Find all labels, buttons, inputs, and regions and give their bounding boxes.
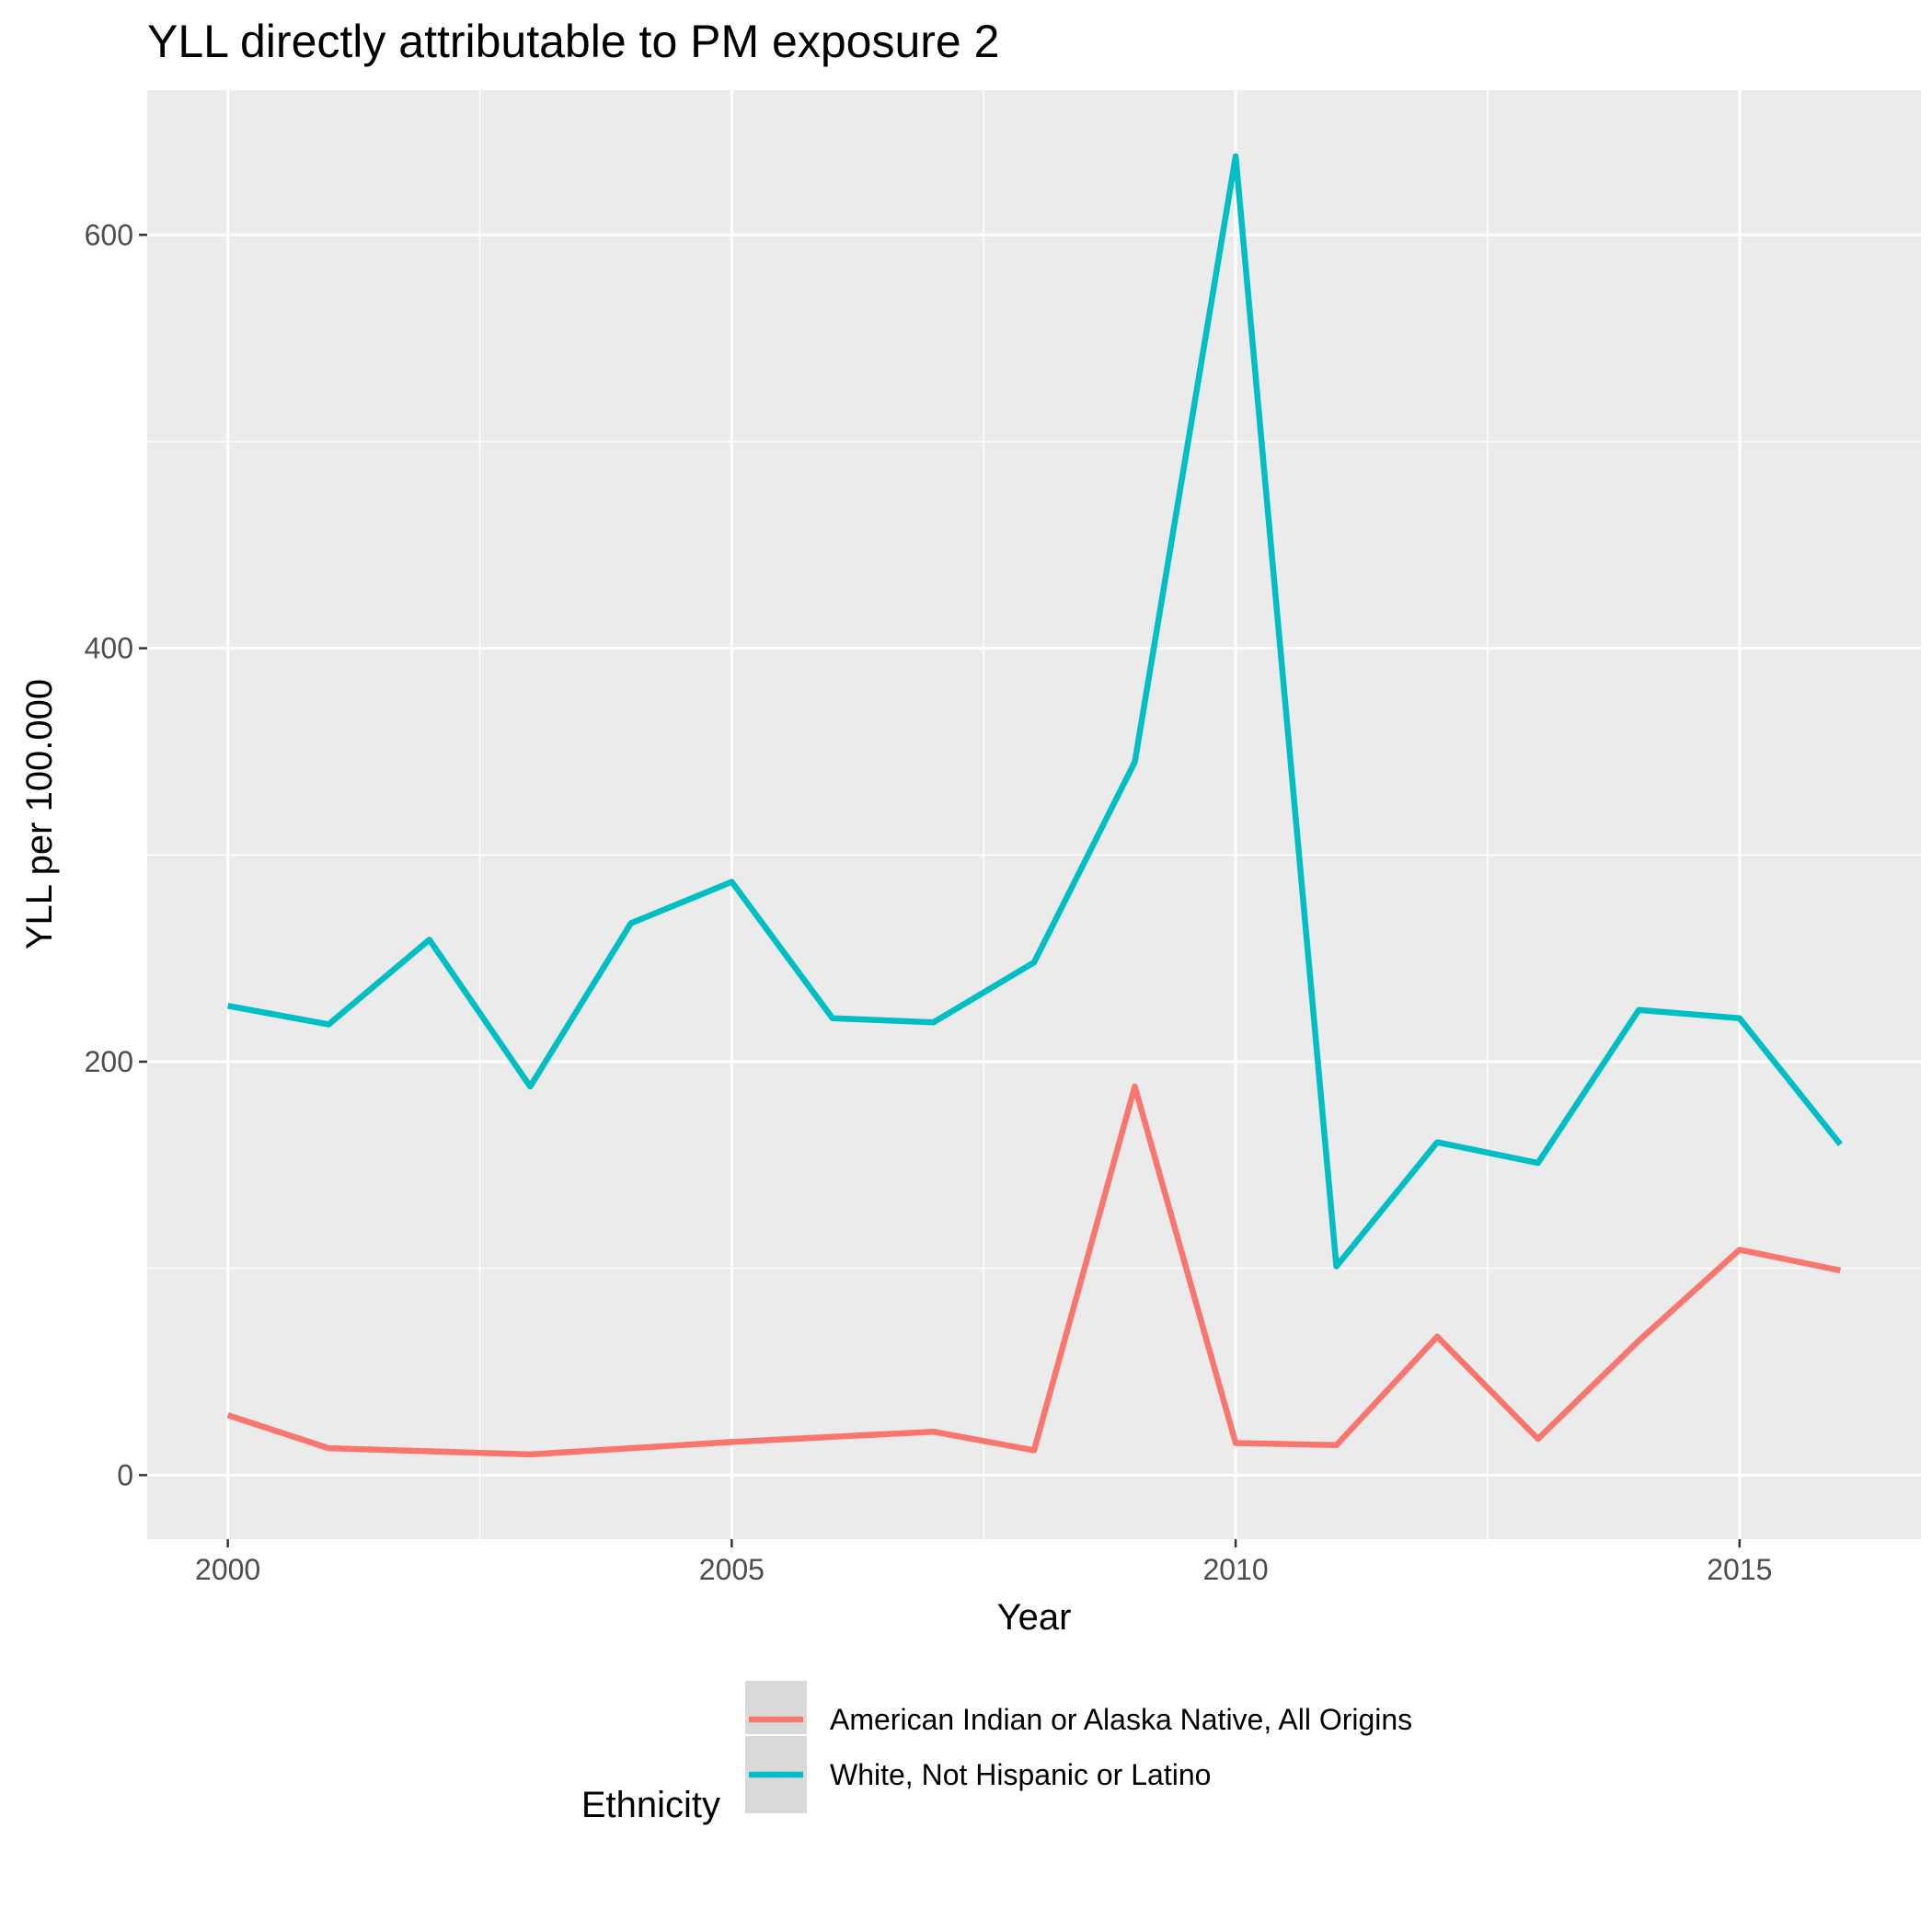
x-tick-label: 2000 xyxy=(195,1553,260,1586)
legend-item: American Indian or Alaska Native, All Or… xyxy=(743,1679,1412,1760)
legend-title: Ethnicity xyxy=(581,1785,720,1825)
legend-label: American Indian or Alaska Native, All Or… xyxy=(830,1703,1412,1736)
series-lines xyxy=(226,153,1843,1458)
legend-items: American Indian or Alaska Native, All Or… xyxy=(743,1679,1412,1815)
legend-label: White, Not Hispanic or Latino xyxy=(830,1758,1211,1791)
plot-panel xyxy=(147,90,1921,1539)
x-tick-label: 2015 xyxy=(1707,1553,1772,1586)
grid-major-lines xyxy=(147,90,1921,1539)
y-tick-label: 0 xyxy=(117,1458,133,1491)
series-line xyxy=(226,1083,1842,1458)
x-axis-title: Year xyxy=(997,1597,1072,1638)
y-axis-title: YLL per 100.000 xyxy=(19,679,60,949)
x-tick-label: 2005 xyxy=(699,1553,765,1586)
series-line xyxy=(227,153,1843,1270)
x-axis: 2000 2005 2010 2015 xyxy=(195,1539,1772,1586)
chart-title: YLL directly attributable to PM exposure… xyxy=(147,16,999,67)
grid-minor-lines xyxy=(147,90,1921,1539)
x-tick-label: 2010 xyxy=(1202,1553,1268,1586)
y-axis: 0 200 400 600 xyxy=(85,218,147,1491)
legend: Ethnicity American Indian or Alaska Nati… xyxy=(581,1679,1412,1825)
y-tick-label: 400 xyxy=(85,632,133,665)
legend-item: White, Not Hispanic or Latino xyxy=(743,1734,1211,1815)
y-tick-label: 600 xyxy=(85,218,133,251)
y-tick-label: 200 xyxy=(85,1045,133,1078)
